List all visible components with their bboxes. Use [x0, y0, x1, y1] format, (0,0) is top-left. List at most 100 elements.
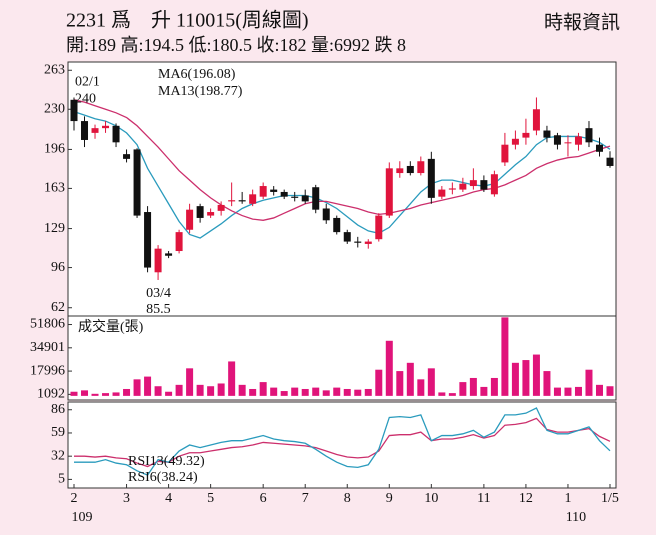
panel-title: 成交量(張) [78, 318, 144, 335]
candle-body [364, 241, 372, 244]
candle-body [427, 158, 435, 198]
candle-body [70, 99, 78, 122]
y-tick-label: 17996 [30, 363, 65, 378]
volume-bar [343, 388, 351, 396]
candle-body [396, 168, 404, 174]
volume-bar [270, 387, 278, 396]
candle-body [175, 232, 183, 252]
y-tick-label: 96 [51, 260, 65, 275]
y-tick-label: 263 [44, 62, 65, 77]
y-tick-label: 196 [44, 142, 65, 157]
candle-body [322, 208, 330, 221]
volume-bar [301, 388, 309, 396]
quote: 開:189 高:194.5 低:180.5 收:182 量:6992 跌 8 [66, 35, 406, 55]
y-tick-label: 230 [44, 101, 65, 116]
candle-body [312, 187, 320, 210]
volume-bar [207, 386, 215, 396]
candle-body [102, 125, 110, 129]
volume-bar [322, 390, 330, 396]
volume-bar [448, 393, 456, 396]
candle-body [406, 165, 414, 174]
volume-bar [186, 368, 194, 396]
x-tick-label: 10 [424, 491, 438, 506]
volume-bar [427, 368, 435, 396]
volume-bar [438, 392, 446, 396]
y-tick-label: 129 [44, 221, 65, 236]
candle-body [81, 121, 89, 140]
volume-bar [522, 360, 530, 396]
candle-body [133, 149, 141, 216]
x-tick-label: 8 [344, 491, 351, 506]
volume-bar [91, 393, 99, 396]
volume-bar [280, 391, 288, 396]
candle-body [301, 195, 309, 202]
candle-body [217, 204, 225, 211]
volume-bar [102, 393, 110, 396]
volume-bar [175, 384, 183, 396]
candle-body [270, 189, 278, 192]
volume-bar [70, 391, 78, 396]
volume-bar [112, 392, 120, 396]
candle-body [91, 128, 99, 133]
volume-bar [417, 379, 425, 396]
candle-body [123, 154, 131, 159]
legend-entry: RSI13(49.32) [128, 454, 205, 469]
candle-body [238, 200, 246, 202]
volume-bar [259, 382, 267, 396]
candle-body [354, 241, 362, 243]
x-tick-label: 6 [260, 491, 267, 506]
candle-body [228, 200, 236, 202]
x-tick-label: 1 [564, 491, 571, 506]
volume-bar [133, 379, 141, 396]
candle-body [543, 130, 551, 138]
candle-body [448, 188, 456, 190]
y-tick-label: 62 [51, 300, 65, 315]
candle-body [343, 232, 351, 242]
candle-body [501, 144, 509, 163]
candle-body [522, 132, 530, 138]
candle-body [385, 168, 393, 216]
x-tick-label: 7 [302, 491, 309, 506]
y-tick-label: 1092 [37, 387, 65, 402]
volume-bar [154, 386, 162, 396]
candle-body [186, 209, 194, 230]
volume-bar [238, 384, 246, 396]
y-tick-label: 34901 [30, 340, 65, 355]
candle-body [291, 196, 299, 198]
source: 時報資訊 [544, 11, 620, 33]
x-tick-label: 9 [386, 491, 393, 506]
volume-bar [469, 377, 477, 396]
candle-body [480, 180, 488, 190]
y-tick-label: 86 [51, 402, 65, 417]
high-date: 02/1 [75, 75, 100, 90]
x-tick-label: 2 [71, 491, 78, 506]
panel [67, 61, 617, 317]
candle-body [574, 136, 582, 145]
volume-bar [553, 387, 561, 396]
year-label: 110 [566, 510, 586, 525]
candle-body [417, 161, 425, 174]
legend-entry: RSI6(38.24) [128, 470, 198, 485]
candle-body [438, 189, 446, 197]
candle-body [112, 125, 120, 143]
x-tick-label: 4 [165, 491, 172, 506]
volume-bar [480, 386, 488, 396]
candle-body [585, 128, 593, 143]
panel [67, 401, 617, 489]
y-tick-label: 163 [44, 181, 65, 196]
candle-body [375, 215, 383, 240]
line [73, 111, 611, 239]
x-tick-label: 3 [123, 491, 130, 506]
line [73, 99, 611, 221]
candle-body [606, 157, 614, 166]
volume-bar [312, 387, 320, 396]
y-tick-label: 51806 [30, 317, 65, 332]
volume-bar [459, 382, 467, 396]
volume-bar [196, 384, 204, 396]
volume-bar [249, 388, 257, 396]
x-tick-label: 11 [477, 491, 490, 506]
volume-bar [333, 387, 341, 396]
volume-bar [364, 388, 372, 396]
low-value: 85.5 [146, 302, 171, 317]
